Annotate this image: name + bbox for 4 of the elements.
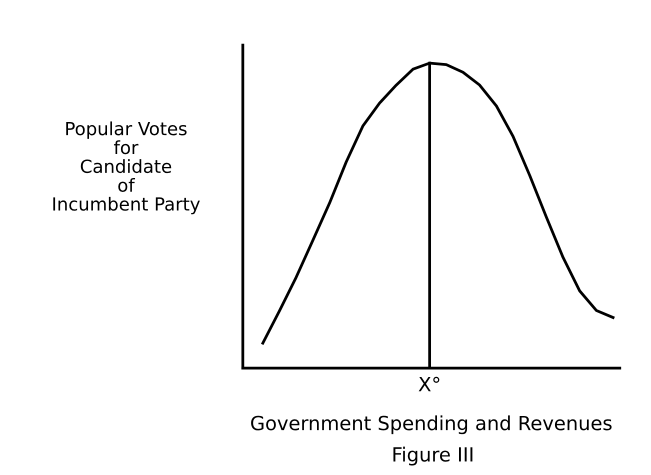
y-axis-title: Popular Votes for Candidate of Incumbent Party	[53, 121, 200, 214]
text: X°	[418, 376, 440, 392]
x-axis-title: Government Spending and Revenues	[251, 415, 612, 434]
text: Figure III	[393, 446, 472, 466]
